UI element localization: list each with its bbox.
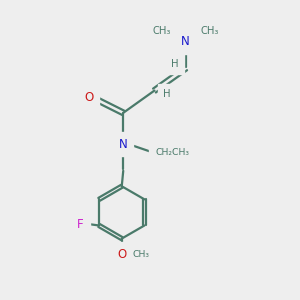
Text: H: H [163,89,171,99]
Text: CH₃: CH₃ [133,250,150,259]
Text: CH₃: CH₃ [201,26,219,36]
Text: CH₂CH₃: CH₂CH₃ [155,148,189,158]
Text: N: N [119,138,128,151]
Text: O: O [84,91,94,104]
Text: H: H [171,59,178,69]
Text: F: F [77,218,84,230]
Text: O: O [117,248,126,260]
Text: CH₃: CH₃ [152,26,170,36]
Text: N: N [181,35,190,48]
